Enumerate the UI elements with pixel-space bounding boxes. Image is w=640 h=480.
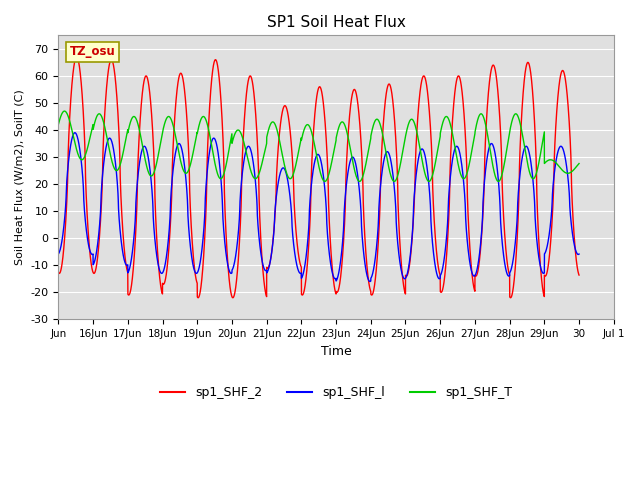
Title: SP1 Soil Heat Flux: SP1 Soil Heat Flux (267, 15, 406, 30)
Legend: sp1_SHF_2, sp1_SHF_l, sp1_SHF_T: sp1_SHF_2, sp1_SHF_l, sp1_SHF_T (155, 381, 517, 404)
Y-axis label: Soil Heat Flux (W/m2), SoilT (C): Soil Heat Flux (W/m2), SoilT (C) (15, 89, 25, 265)
Text: TZ_osu: TZ_osu (70, 45, 115, 58)
X-axis label: Time: Time (321, 345, 351, 358)
